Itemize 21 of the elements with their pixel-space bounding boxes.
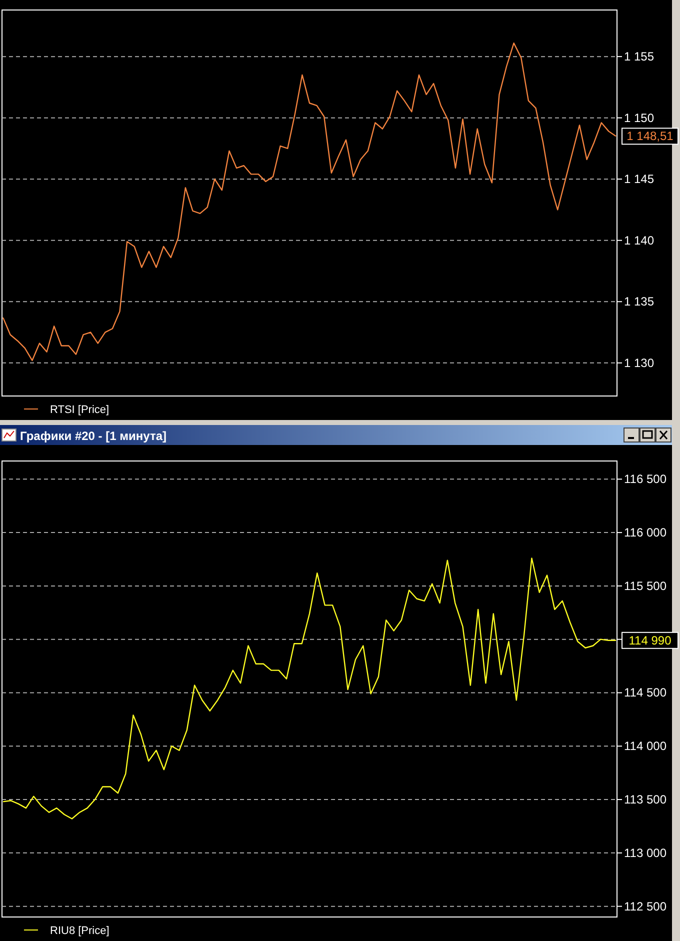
legend-label: RIU8 [Price] (50, 925, 110, 937)
y-tick-label: 113 500 (624, 792, 667, 807)
line-series (2, 42, 617, 362)
y-tick-label: 116 000 (624, 526, 667, 540)
y-tick-label: 115 500 (624, 578, 667, 593)
chart-title: Графики #20 - [1 минута] (20, 429, 167, 443)
y-tick-label: 1 155 (624, 50, 654, 64)
y-tick-label: 112 500 (624, 899, 667, 914)
y-tick-label: 1 135 (624, 294, 654, 309)
text: 114 990 (628, 633, 672, 648)
y-tick-label: 116 500 (624, 472, 667, 486)
y-tick-label: 114 000 (624, 739, 667, 754)
y-tick-label: 1 145 (624, 172, 654, 186)
y-tick-label: 1 130 (624, 356, 654, 370)
line-series (2, 558, 617, 820)
y-tick-label: 1 140 (624, 233, 654, 248)
legend-label: RTSI [Price] (50, 404, 110, 416)
y-tick-label: 113 000 (624, 846, 667, 860)
y-tick-label: 1 150 (624, 110, 654, 125)
text: 1 148,51 (626, 129, 674, 144)
y-tick-label: 114 500 (624, 686, 667, 700)
